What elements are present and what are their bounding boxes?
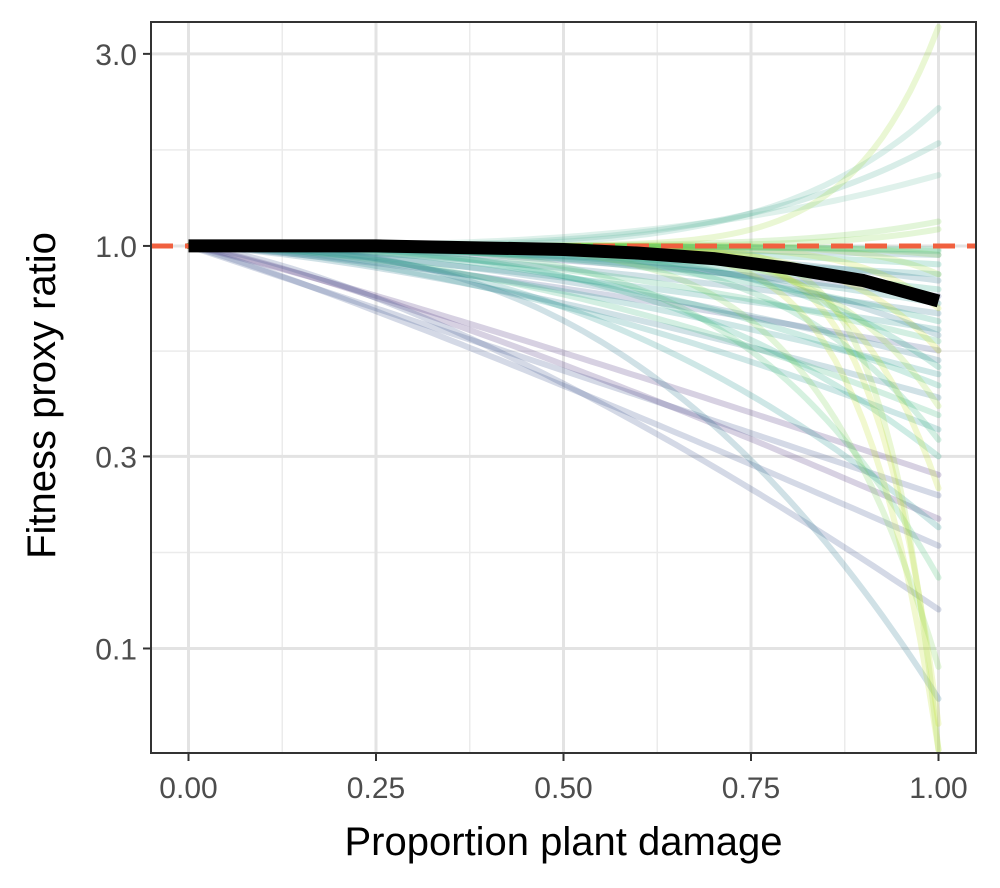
- y-axis: 0.1 0.3 1.0 3.0: [95, 39, 151, 666]
- individual-curve: [185, 242, 942, 499]
- individual-curve: [185, 242, 942, 378]
- x-tick-label: 0.75: [722, 772, 780, 805]
- y-tick-label: 1.0: [95, 231, 137, 264]
- x-axis: 0.00 0.25 0.50 0.75 1.00: [159, 753, 968, 805]
- y-tick-label: 0.3: [95, 441, 137, 474]
- plot-area: [151, 23, 976, 753]
- individual-curve: [185, 242, 942, 433]
- x-tick-label: 0.00: [159, 772, 217, 805]
- x-tick-label: 1.00: [909, 772, 967, 805]
- individual-curve: [185, 242, 942, 419]
- individual-curve: [185, 242, 942, 522]
- individual-curve: [185, 242, 942, 478]
- x-tick-label: 0.50: [534, 772, 592, 805]
- y-axis-title: Fitness proxy ratio: [20, 232, 64, 559]
- y-tick-label: 0.1: [95, 633, 137, 666]
- x-tick-label: 0.25: [347, 772, 405, 805]
- mean-curve: [188, 239, 941, 308]
- individual-curve: [185, 242, 942, 354]
- individual-curve: [185, 242, 942, 613]
- x-axis-title: Proportion plant damage: [344, 820, 782, 864]
- individual-curve: [185, 242, 942, 549]
- individual-curve: [185, 242, 942, 401]
- y-tick-label: 3.0: [95, 39, 137, 72]
- individual-curve: [185, 242, 942, 333]
